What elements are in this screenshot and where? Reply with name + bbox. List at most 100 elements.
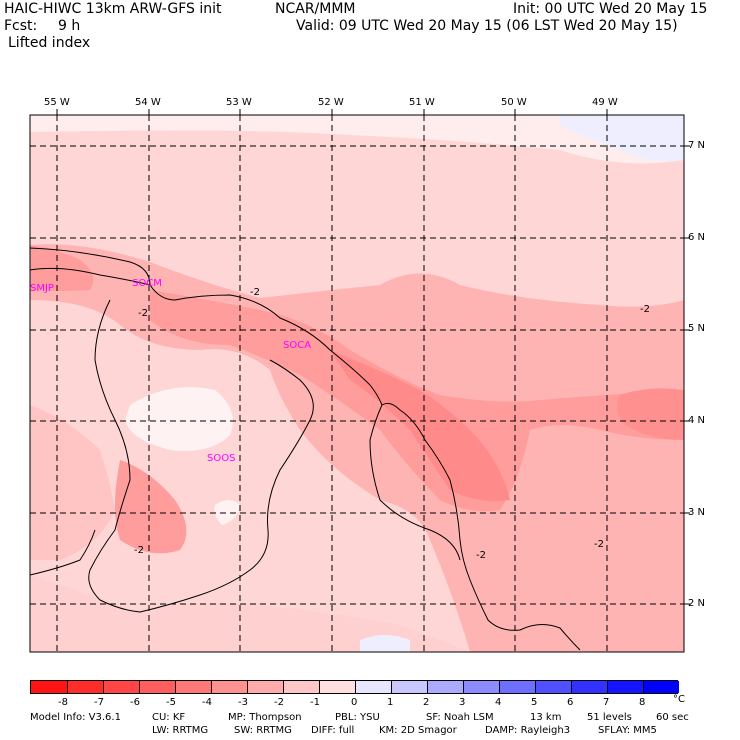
lon-label: 49 W	[592, 97, 618, 108]
contour-label: -2	[476, 550, 486, 561]
footer-model-info: Model Info: V3.6.1	[30, 712, 121, 723]
colorbar-tick-label: 2	[423, 697, 430, 708]
valid-time: Valid: 09 UTC Wed 20 May 15 (06 LST Wed …	[296, 18, 678, 34]
colorbar-tick-label: 0	[351, 697, 358, 708]
fill-minus1-small	[214, 500, 240, 525]
lat-label: 3 N	[688, 507, 706, 518]
colorbar-cell	[211, 681, 247, 693]
contour-label: -2	[138, 308, 148, 319]
colorbar-cell	[319, 681, 355, 693]
footer-damp: DAMP: Rayleigh3	[485, 725, 571, 736]
forecast-hour: 9 h	[58, 18, 81, 34]
footer-levels: 51 levels	[587, 712, 632, 723]
station-label-soca: SOCA	[283, 340, 312, 351]
colorbar	[30, 680, 679, 694]
colorbar-tick-label: -4	[202, 697, 212, 708]
colorbar-cell	[175, 681, 211, 693]
init-time: Init: 00 UTC Wed 20 May 15	[513, 1, 708, 17]
contour-label: -2	[640, 304, 650, 315]
fill-pale-blue-north	[560, 115, 684, 162]
lat-label: 5 N	[688, 323, 706, 334]
colorbar-cell	[31, 681, 67, 693]
colorbar-cell	[499, 681, 535, 693]
colorbar-cell	[103, 681, 139, 693]
colorbar-cell	[139, 681, 175, 693]
colorbar-tick-label: 3	[459, 697, 466, 708]
colorbar-tick-label: 1	[387, 697, 394, 708]
colorbar-tick-label: 8	[639, 697, 646, 708]
colorbar-cell	[463, 681, 499, 693]
station-label-soos: SOOS	[207, 453, 236, 464]
colorbar-cell	[391, 681, 427, 693]
colorbar-cell	[643, 681, 679, 693]
colorbar-cell	[571, 681, 607, 693]
colorbar-tick-label: 7	[603, 697, 610, 708]
fill-pale-blue-south	[360, 635, 410, 652]
fill-minus3-west	[115, 460, 187, 554]
colorbar-cell	[607, 681, 643, 693]
lon-label: 51 W	[409, 97, 435, 108]
lon-label: 53 W	[226, 97, 252, 108]
lat-label: 2 N	[688, 598, 706, 609]
colorbar-tick-label: -5	[166, 697, 176, 708]
colorbar-unit: °C	[673, 694, 685, 705]
colorbar-tick-label: -7	[94, 697, 104, 708]
colorbar-cell	[67, 681, 103, 693]
fill-light-north	[30, 115, 684, 164]
institution-label: NCAR/MMM	[275, 1, 356, 17]
forecast-label: Fcst:	[4, 18, 38, 34]
colorbar-tick-label: -6	[130, 697, 140, 708]
fill-minus2-sw	[30, 405, 115, 560]
lon-label: 54 W	[135, 97, 161, 108]
fill-minus3-east-blob	[616, 388, 684, 440]
colorbar-tick-label: 6	[567, 697, 574, 708]
colorbar-tick-label: 4	[495, 697, 502, 708]
footer-cu: CU: KF	[152, 712, 186, 723]
footer-sw: SW: RRTMG	[234, 725, 292, 736]
footer-diff: DIFF: full	[311, 725, 355, 736]
colorbar-tick-label: -3	[238, 697, 248, 708]
fill-minus4-core	[330, 350, 510, 502]
colorbar-cell	[247, 681, 283, 693]
footer-timestep: 60 sec	[656, 712, 689, 723]
footer-pbl: PBL: YSU	[335, 712, 380, 723]
colorbar-tick-label: -2	[274, 697, 284, 708]
country-border-east	[369, 404, 461, 561]
footer-lw: LW: RRTMG	[152, 725, 209, 736]
colorbar-cell	[283, 681, 319, 693]
station-label-socm: SOCM	[132, 278, 162, 289]
fill-minus2-se	[470, 528, 684, 652]
fill-minus3-nw	[30, 245, 94, 291]
colorbar-cell	[427, 681, 463, 693]
country-border-mid	[267, 359, 314, 531]
lat-label: 7 N	[688, 140, 706, 151]
colorbar-cell	[535, 681, 571, 693]
footer-sflay: SFLAY: MM5	[598, 725, 657, 736]
lon-label: 52 W	[318, 97, 344, 108]
fill-light-south	[30, 575, 470, 652]
contour-label: -2	[250, 287, 260, 298]
contour-label: -2	[134, 545, 144, 556]
footer-sf: SF: Noah LSM	[426, 712, 494, 723]
footer-resolution: 13 km	[530, 712, 562, 723]
lon-label: 55 W	[44, 97, 70, 108]
coastline	[30, 267, 581, 651]
country-border-west	[88, 299, 269, 613]
footer-km: KM: 2D Smagor	[379, 725, 457, 736]
plot-title: HAIC-HIWC 13km ARW-GFS init	[4, 1, 222, 17]
border-south-river	[30, 529, 96, 576]
field-name: Lifted index	[8, 35, 91, 51]
fill-minus1-interior	[125, 387, 233, 451]
footer-mp: MP: Thompson	[228, 712, 302, 723]
colorbar-tick-label: 5	[531, 697, 538, 708]
colorbar-tick-label: -1	[310, 697, 320, 708]
station-label-smjp: SMJP	[30, 283, 54, 294]
lat-label: 4 N	[688, 415, 706, 426]
contour-label: -2	[594, 539, 604, 550]
border-north	[30, 247, 151, 286]
lon-label: 50 W	[501, 97, 527, 108]
colorbar-cell	[355, 681, 391, 693]
lat-label: 6 N	[688, 232, 706, 243]
colorbar-tick-label: -8	[58, 697, 68, 708]
